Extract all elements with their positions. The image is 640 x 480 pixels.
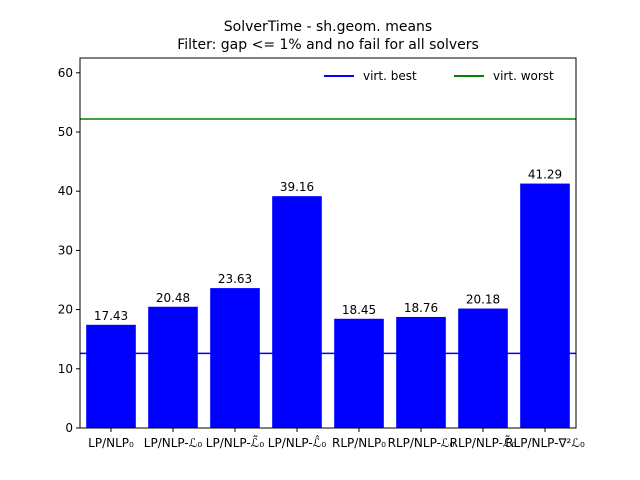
plot-area: 17.43 20.48 23.63 39.16 18.45 18.76 20.18 41.29… [58,57,585,450]
bar-value-label: 41.29 [528,168,562,182]
bar-value-label: 18.76 [404,301,438,315]
bar [148,306,198,428]
x-tick-label: LP/NLP₀ [88,436,134,450]
chart-title: SolverTime - sh.geom. means [224,19,432,35]
bar [458,308,508,428]
bar-value-label: 23.63 [218,272,252,286]
bar [86,324,136,428]
bar-value-label: 20.48 [156,291,190,305]
plot-frame [79,57,577,429]
legend-label: virt. worst [493,69,554,83]
bar-value-label: 17.43 [94,309,128,323]
x-tick-label: LP/NLP-ℒ̂₀ [268,434,327,450]
bar [334,318,384,428]
y-tick-label: 50 [58,125,73,139]
bar [210,288,260,428]
y-tick-label: 40 [58,184,73,198]
x-tick-label: RLP/NLP-ℒ̃₀ [450,435,517,450]
y-tick-label: 60 [58,66,73,80]
bar [520,183,570,428]
y-tick-label: 10 [58,362,73,376]
x-tick-label: RLP/NLP₀ [332,436,386,450]
y-tick-label: 20 [58,303,73,317]
bar [396,316,446,428]
bar-value-label: 18.45 [342,303,376,317]
x-tick-label: LP/NLP-ℒ₀ [144,436,203,450]
y-tick-label: 0 [65,421,73,435]
x-tick-label: RLP/NLP-ℒ₀ [388,436,455,450]
chart-subtitle: Filter: gap <= 1% and no fail for all so… [177,37,479,53]
bar [272,196,322,428]
x-tick-label: RLP/NLP-∇²ℒ₀ [505,436,585,450]
y-tick-label: 30 [58,243,73,257]
x-tick-label: LP/NLP-ℒ̃₀ [206,435,265,450]
legend-label: virt. best [363,69,417,83]
bar-value-label: 39.16 [280,180,314,194]
bar-value-label: 20.18 [466,293,500,307]
